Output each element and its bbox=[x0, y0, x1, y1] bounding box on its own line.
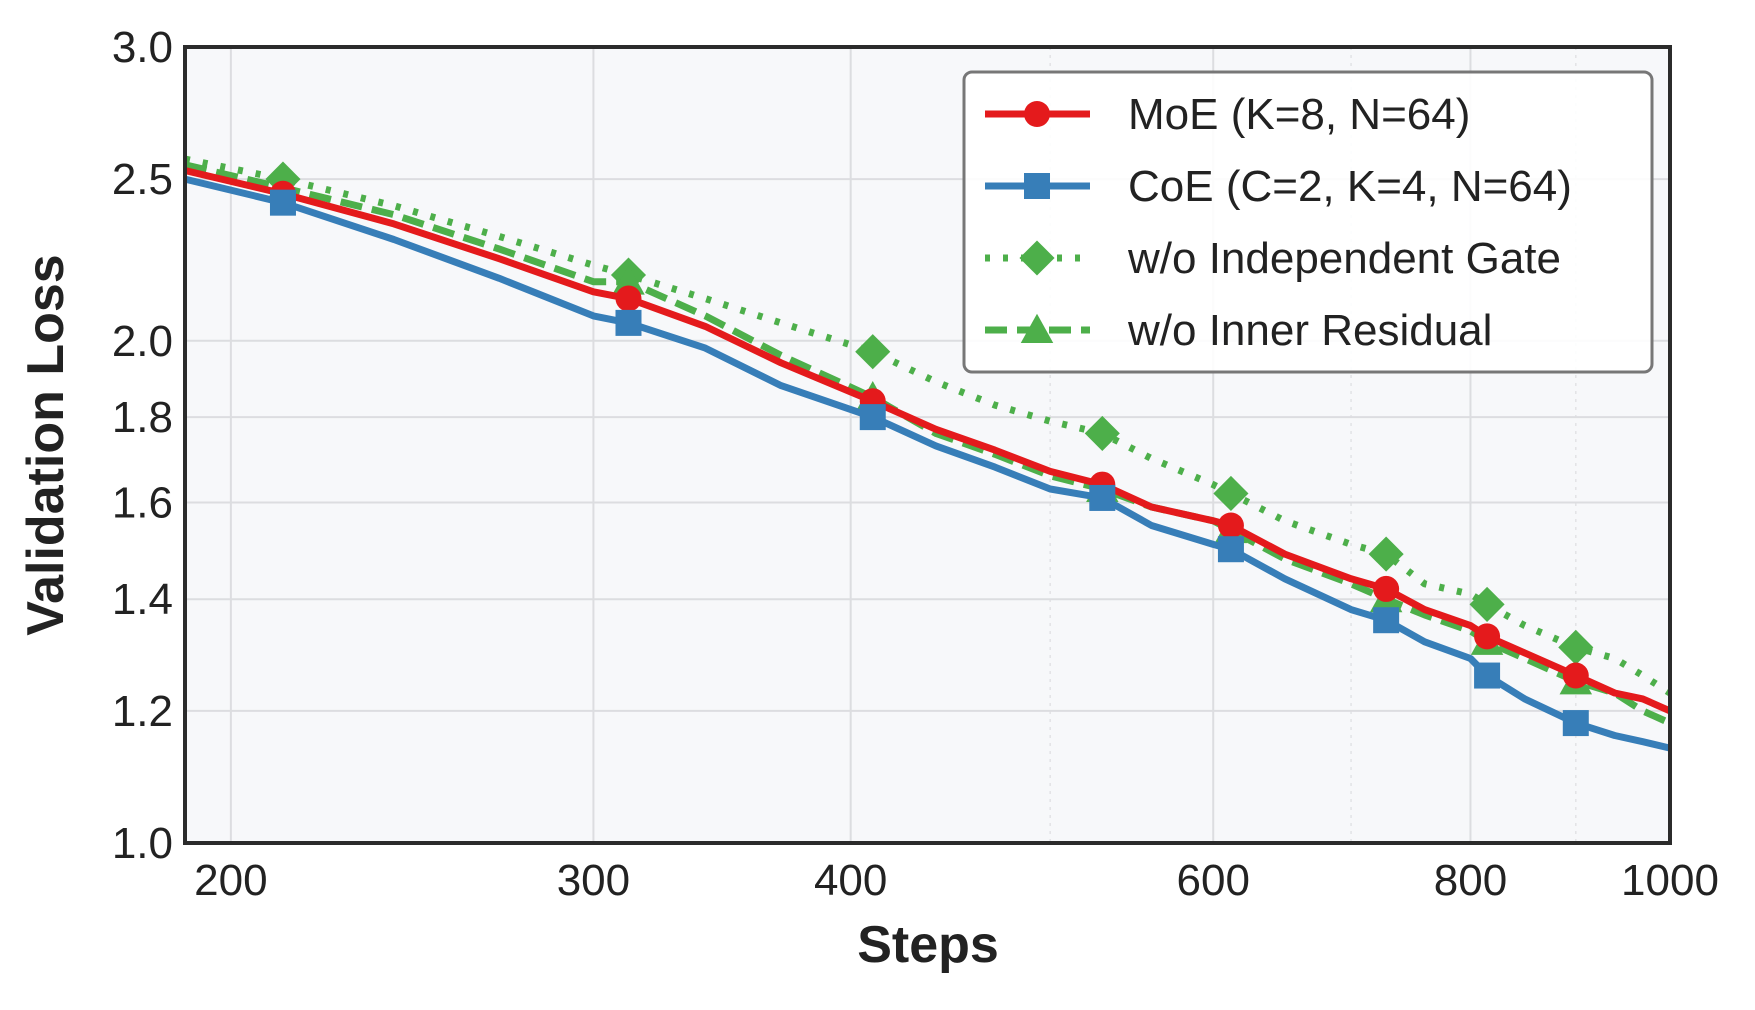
data-point bbox=[1562, 710, 1589, 737]
data-point bbox=[1558, 629, 1594, 665]
data-point bbox=[1084, 415, 1120, 451]
series-layer bbox=[184, 155, 1672, 752]
data-point bbox=[269, 189, 296, 216]
legend-marker bbox=[1020, 313, 1054, 343]
series-line bbox=[184, 167, 1672, 715]
x-tick-label: 600 bbox=[1177, 856, 1250, 905]
data-point bbox=[1089, 484, 1116, 511]
x-tick-label: 800 bbox=[1434, 856, 1507, 905]
legend-marker bbox=[1019, 240, 1055, 276]
data-point bbox=[615, 309, 642, 336]
data-point bbox=[1373, 575, 1400, 602]
y-tick-label: 1.0 bbox=[112, 819, 173, 868]
legend-item-wo-independent-gate: w/o Independent Gate bbox=[985, 234, 1561, 283]
x-tick-label: 1000 bbox=[1621, 856, 1719, 905]
legend-item-coe: CoE (C=2, K=4, N=64) bbox=[985, 162, 1572, 211]
x-axis-label: Steps bbox=[857, 916, 999, 974]
series-coe bbox=[184, 175, 1671, 752]
data-point bbox=[615, 285, 642, 312]
data-point bbox=[1562, 662, 1589, 689]
axes: 200 300 400 600 800 1000 1.0 1.2 1.4 1.6 1.8 2.0 2.5… bbox=[112, 23, 1719, 905]
data-point bbox=[1373, 607, 1400, 634]
data-point bbox=[1217, 536, 1244, 563]
y-tick-label: 1.2 bbox=[112, 687, 173, 736]
y-tick-label: 3.0 bbox=[112, 23, 173, 72]
y-tick-label: 2.0 bbox=[112, 317, 173, 366]
data-point bbox=[1469, 586, 1505, 622]
legend-item-moe: MoE (K=8, N=64) bbox=[985, 90, 1470, 139]
data-point bbox=[855, 334, 891, 370]
x-tick-label: 400 bbox=[814, 856, 887, 905]
data-point bbox=[1474, 662, 1501, 689]
legend: MoE (K=8, N=64) CoE (C=2, K=4, N=64) w/o I… bbox=[962, 70, 1654, 374]
data-point bbox=[1217, 512, 1244, 539]
x-tick-label: 300 bbox=[557, 856, 630, 905]
legend-box bbox=[962, 70, 1654, 374]
y-axis-label: Validation Loss bbox=[17, 254, 75, 635]
x-tick-label: 200 bbox=[194, 856, 267, 905]
series-line bbox=[184, 175, 1671, 752]
legend-marker bbox=[1024, 101, 1050, 127]
y-tick-label: 2.5 bbox=[112, 155, 173, 204]
data-point bbox=[1474, 623, 1501, 650]
data-point bbox=[1213, 475, 1249, 512]
legend-label: MoE (K=8, N=64) bbox=[1128, 90, 1470, 139]
data-point bbox=[612, 265, 645, 295]
data-point bbox=[859, 404, 886, 431]
legend-label: CoE (C=2, K=4, N=64) bbox=[1128, 162, 1572, 211]
y-tick-label: 1.6 bbox=[112, 478, 173, 527]
legend-label: w/o Independent Gate bbox=[1127, 234, 1561, 283]
legend-label: w/o Inner Residual bbox=[1127, 306, 1492, 355]
data-point bbox=[1368, 536, 1404, 572]
y-tick-label: 1.8 bbox=[112, 393, 173, 442]
series-line bbox=[184, 155, 1672, 696]
legend-marker bbox=[1024, 173, 1050, 199]
y-tick-label: 1.4 bbox=[112, 575, 173, 624]
legend-item-wo-inner-residual: w/o Inner Residual bbox=[985, 306, 1492, 355]
plot-frame bbox=[183, 45, 1672, 845]
